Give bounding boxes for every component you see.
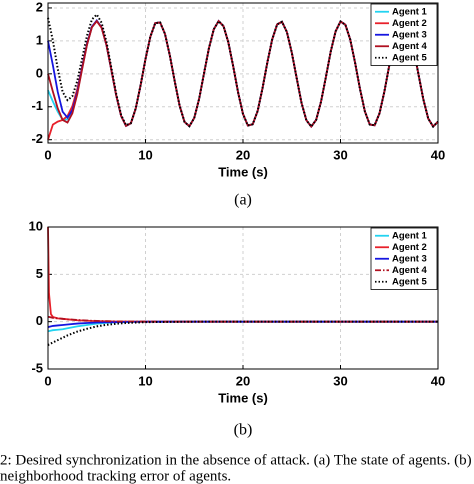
subfigure-label: (b) [234,422,253,439]
legend-label: Agent 2 [392,242,427,253]
x-axis-label: Time (s) [218,390,268,405]
x-tick-label: 30 [333,147,347,162]
y-tick-label: 0 [36,313,43,328]
legend-label: Agent 3 [392,253,427,264]
y-tick-label: -5 [31,360,43,375]
y-tick-label: 0 [36,65,43,80]
x-tick-label: 0 [44,373,51,388]
subfigure-label: (a) [234,192,252,209]
x-tick-label: 30 [333,373,347,388]
plot-frame [47,226,439,370]
x-tick-label: 20 [236,147,250,162]
x-tick-label: 20 [236,373,250,388]
y-tick-label: -2 [31,131,43,146]
y-tick-label: -1 [31,98,43,113]
legend-label: Agent 4 [392,265,428,276]
x-tick-label: 40 [431,373,445,388]
y-tick-label: 5 [36,266,43,281]
legend-label: Agent 2 [392,18,427,29]
x-axis-label: Time (s) [218,164,268,179]
caption-line: 2: Desired synchronization in the absenc… [0,452,472,468]
x-tick-label: 40 [431,147,445,162]
series-line [47,12,439,129]
plot-frame [47,2,439,144]
legend-label: Agent 1 [392,230,428,241]
y-tick-label: 10 [29,218,43,233]
legend-label: Agent 5 [392,52,428,63]
x-tick-label: 10 [138,373,152,388]
caption-line: neighborhood tracking error of agents. [0,468,231,484]
legend-label: Agent 3 [392,29,427,40]
series-line [47,320,438,347]
legend-label: Agent 1 [392,6,428,17]
legend-label: Agent 4 [392,41,428,52]
y-tick-label: 2 [36,0,43,14]
x-tick-label: 0 [44,147,51,162]
x-tick-label: 10 [138,147,152,162]
y-tick-label: 1 [36,32,43,47]
legend-label: Agent 5 [392,276,428,287]
